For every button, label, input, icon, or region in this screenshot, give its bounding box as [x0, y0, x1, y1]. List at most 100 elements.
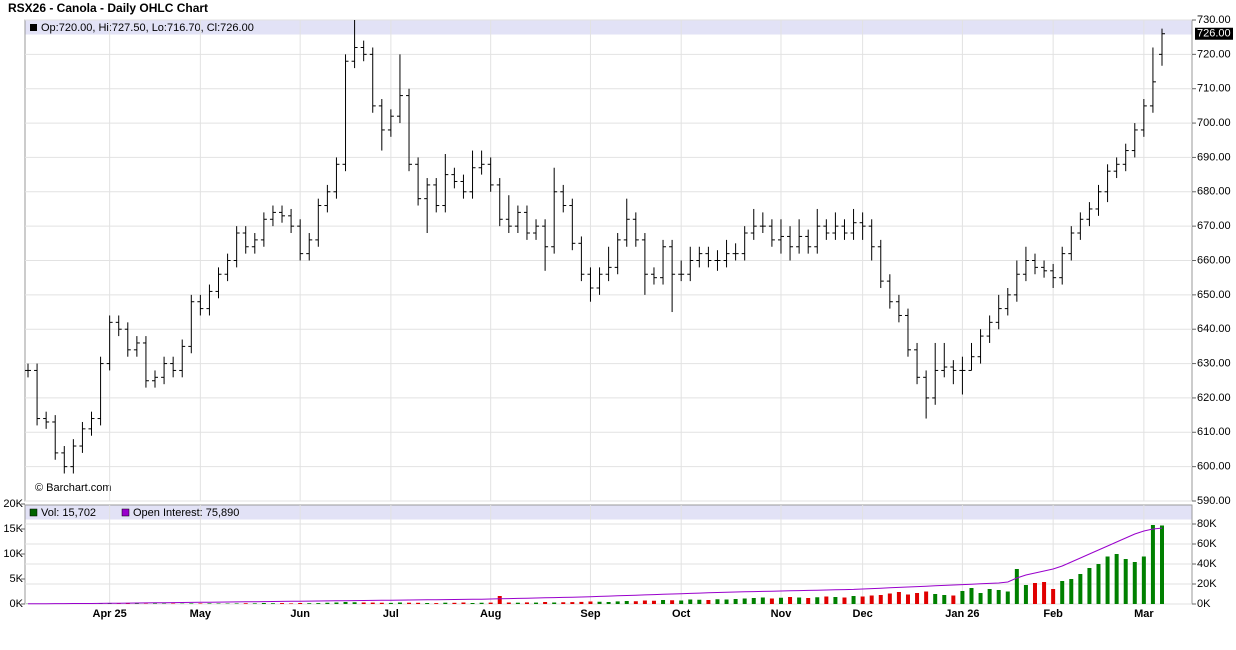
x-tick-label: Nov	[771, 608, 793, 620]
volume-bar	[1069, 579, 1073, 604]
volume-bar	[706, 600, 710, 604]
volume-bar	[380, 603, 384, 604]
y-tick-label: 590.00	[1197, 495, 1231, 507]
legend-swatch	[30, 24, 37, 31]
y-tick-label: 660.00	[1197, 254, 1231, 266]
x-tick-label: Mar	[1134, 608, 1154, 620]
volume-bar	[933, 594, 937, 604]
x-tick-label: Feb	[1043, 608, 1063, 620]
volume-bar	[661, 600, 665, 604]
volume-bar	[670, 600, 674, 604]
volume-bar	[207, 603, 211, 604]
y-tick-label: 20K	[3, 498, 23, 510]
last-price-label: 726.00	[1197, 28, 1231, 40]
volume-bar	[471, 603, 475, 604]
volume-bar	[815, 597, 819, 604]
y-tick-label: 710.00	[1197, 83, 1231, 95]
volume-bar	[625, 601, 629, 604]
volume-bar	[434, 603, 438, 604]
volume-bar	[1142, 557, 1146, 605]
volume-bar	[416, 603, 420, 604]
volume-bar	[806, 598, 810, 604]
watermark: © Barchart.com	[35, 482, 112, 494]
volume-bar	[461, 603, 465, 605]
volume-bar	[1096, 564, 1100, 604]
volume-bar	[1060, 581, 1064, 604]
volume-bar	[770, 599, 774, 605]
volume-bar	[398, 603, 402, 605]
volume-bar	[598, 602, 602, 604]
x-tick-label: Oct	[672, 608, 691, 620]
volume-bar	[725, 600, 729, 605]
volume-bar	[942, 595, 946, 604]
volume-bar	[298, 603, 302, 604]
volume-bar	[752, 598, 756, 604]
y-tick-label: 10K	[3, 548, 23, 560]
volume-bar	[289, 603, 293, 604]
volume-bar	[235, 603, 239, 604]
y2-tick-label: 0K	[1197, 598, 1211, 610]
volume-bar	[1124, 559, 1128, 604]
volume-bar	[715, 599, 719, 604]
volume-bar	[734, 599, 738, 604]
volume-bar	[1051, 589, 1055, 604]
volume-bar	[833, 597, 837, 604]
volume-bar	[607, 602, 611, 604]
y-tick-label: 670.00	[1197, 220, 1231, 232]
volume-bar	[316, 603, 320, 604]
volume-bar	[988, 589, 992, 604]
x-tick-label: Apr 25	[93, 608, 127, 620]
volume-bar	[924, 592, 928, 605]
volume-bar	[897, 592, 901, 604]
legend-swatch	[30, 509, 37, 516]
volume-bar	[1151, 525, 1155, 604]
y-tick-label: 620.00	[1197, 392, 1231, 404]
volume-bar	[1133, 562, 1137, 604]
volume-bar	[979, 593, 983, 604]
volume-bar	[634, 601, 638, 604]
volume-bar	[362, 603, 366, 605]
volume-bar	[951, 596, 955, 605]
volume-bar	[861, 597, 865, 605]
volume-bar	[371, 603, 375, 604]
volume-bar	[906, 595, 910, 605]
volume-bar	[217, 604, 221, 605]
volume-bar	[561, 602, 565, 604]
x-tick-label: May	[190, 608, 212, 620]
volume-bar	[824, 597, 828, 605]
volume-bar	[498, 596, 502, 604]
volume-bar	[852, 596, 856, 604]
volume-bar	[1015, 569, 1019, 604]
volume-bar	[652, 601, 656, 604]
volume-bar	[244, 603, 248, 604]
volume-bar	[552, 603, 556, 605]
volume-bar	[425, 603, 429, 604]
y-tick-label: 720.00	[1197, 48, 1231, 60]
y-tick-label: 600.00	[1197, 461, 1231, 473]
y2-tick-label: 80K	[1197, 518, 1217, 530]
volume-bar	[888, 594, 892, 605]
y-tick-label: 650.00	[1197, 289, 1231, 301]
y-tick-label: 640.00	[1197, 323, 1231, 335]
volume-bar	[543, 602, 547, 604]
volume-bar	[334, 603, 338, 605]
volume-bar	[253, 603, 257, 604]
volume-bar	[1106, 557, 1110, 605]
volume-bar	[353, 602, 357, 604]
volume-bar	[969, 588, 973, 604]
volume-bar	[389, 603, 393, 604]
volume-bar	[1006, 592, 1010, 605]
volume-bar	[452, 603, 456, 604]
volume-bar	[797, 598, 801, 605]
volume-bar	[153, 604, 157, 605]
volume-bar	[679, 601, 683, 605]
volume-bar	[960, 591, 964, 604]
volume-bar	[507, 603, 511, 605]
volume-bar	[198, 604, 202, 605]
volume-bar	[443, 603, 447, 604]
legend-label: Vol: 15,702	[41, 507, 96, 519]
volume-bar	[189, 603, 193, 604]
volume-bar	[534, 603, 538, 604]
